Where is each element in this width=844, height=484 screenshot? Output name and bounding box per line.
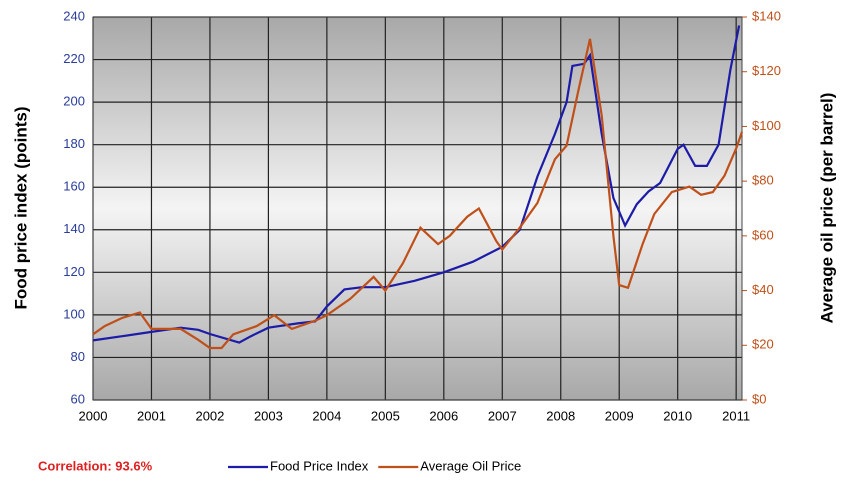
y-tick-label: 140 bbox=[63, 221, 85, 236]
annotation: Correlation: 93.6% bbox=[38, 458, 153, 473]
legend-label: Food Price Index bbox=[270, 458, 369, 473]
x-tick-label: 2011 bbox=[722, 408, 750, 423]
legend-label: Average Oil Price bbox=[420, 458, 521, 473]
y-tick-label: 80 bbox=[71, 349, 85, 364]
y-tick-label: 160 bbox=[63, 179, 85, 194]
x-tick-label: 2009 bbox=[605, 408, 634, 423]
x-tick-label: 2007 bbox=[488, 408, 517, 423]
y-tick-label: 120 bbox=[63, 264, 85, 279]
y2-tick-label: $100 bbox=[752, 118, 781, 133]
y2-tick-label: $120 bbox=[752, 63, 781, 78]
plot-border bbox=[92, 16, 743, 401]
y2-tick-label: $20 bbox=[752, 337, 774, 352]
x-tick-label: 2005 bbox=[371, 408, 400, 423]
plot-area bbox=[93, 17, 742, 400]
x-tick-label: 2001 bbox=[137, 408, 166, 423]
y-tick-label: 60 bbox=[71, 391, 85, 406]
y2-tick-label: $60 bbox=[752, 227, 774, 242]
x-tick-label: 2003 bbox=[254, 408, 283, 423]
y-tick-label: 240 bbox=[63, 8, 85, 23]
x-tick-label: 2000 bbox=[79, 408, 108, 423]
x-tick-label: 2006 bbox=[429, 408, 458, 423]
x-tick-label: 2008 bbox=[546, 408, 575, 423]
y2-tick-label: $140 bbox=[752, 8, 781, 23]
x-tick-label: 2002 bbox=[195, 408, 224, 423]
x-tick-label: 2010 bbox=[663, 408, 692, 423]
y2-axis-label: Average oil price (per barrel) bbox=[817, 93, 836, 324]
series-line bbox=[92, 38, 744, 350]
y2-tick-label: $0 bbox=[752, 391, 766, 406]
y-tick-label: 200 bbox=[63, 94, 85, 109]
y-tick-label: 180 bbox=[63, 136, 85, 151]
y-axis-label: Food price index (points) bbox=[11, 106, 30, 309]
series-line bbox=[92, 25, 741, 344]
x-tick-label: 2004 bbox=[312, 408, 341, 423]
y-tick-label: 220 bbox=[63, 51, 85, 66]
y-tick-label: 100 bbox=[63, 306, 85, 321]
y2-tick-label: $80 bbox=[752, 173, 774, 188]
y2-tick-label: $40 bbox=[752, 282, 774, 297]
